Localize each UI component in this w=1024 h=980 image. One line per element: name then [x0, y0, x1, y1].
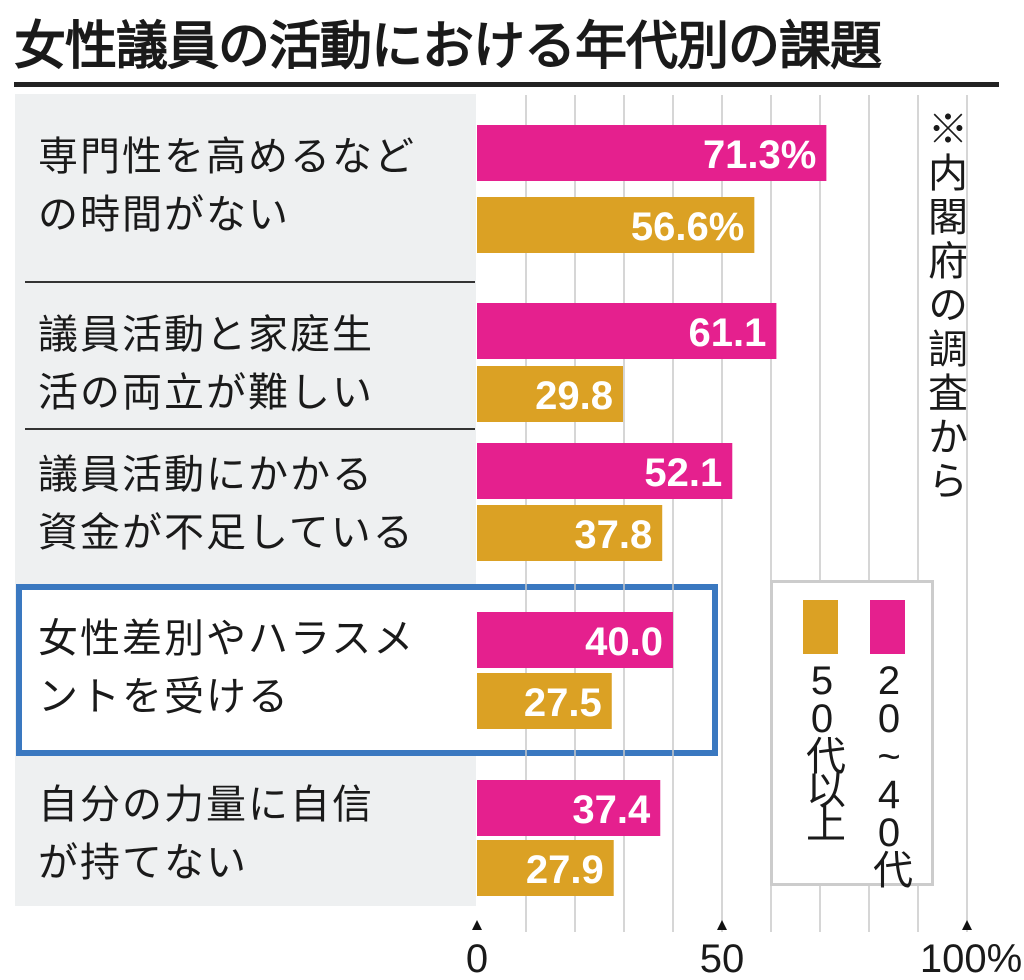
bar: [477, 505, 663, 561]
category-label: 議員活動と家庭生 活の両立が難しい: [38, 312, 374, 416]
bar-value-label: 40.0: [585, 620, 663, 664]
bar: [477, 366, 624, 422]
chart-title: 女性議員の活動における年代別の課題: [14, 17, 882, 77]
axis-tick-label: 50: [700, 937, 745, 980]
category-label: 専門性を高めるなど の時間がない: [38, 134, 416, 238]
bar: [477, 125, 827, 181]
legend: 50代以上 20~40代: [770, 580, 934, 886]
bar: [477, 443, 733, 499]
category-panel: [15, 94, 476, 906]
bar-value-label: 52.1: [644, 451, 722, 495]
bar-value-label: 56.6%: [631, 205, 744, 249]
axis-tick-label: 100%: [920, 937, 1022, 980]
category-separator: [25, 428, 475, 430]
category-label: 自分の力量に自信 が持てない: [38, 782, 374, 886]
bar: [477, 673, 612, 729]
bar: [477, 612, 673, 668]
bar-value-label: 37.4: [572, 788, 651, 832]
category-label: 女性差別やハラスメ ントを受ける: [38, 616, 416, 720]
bar: [477, 197, 755, 253]
bar: [477, 780, 661, 836]
legend-label-20-40: 20~40代: [867, 659, 911, 883]
category-label: 議員活動にかかる 資金が不足している: [38, 452, 415, 556]
axis-tick-marker: [472, 920, 482, 930]
bar: [477, 840, 614, 896]
legend-swatch-50plus: [803, 600, 838, 654]
bar: [477, 303, 777, 359]
title-underline: [14, 82, 999, 87]
category-separator: [25, 281, 475, 283]
legend-swatch-20-40: [870, 600, 905, 654]
bar-value-label: 27.5: [524, 681, 602, 725]
bar-value-label: 61.1: [689, 311, 767, 355]
axis-tick-label: 0: [466, 937, 488, 980]
source-note: ※内閣府の調査から: [921, 108, 967, 504]
bar-value-label: 29.8: [535, 374, 613, 418]
bar-value-label: 37.8: [574, 513, 652, 557]
bar-value-label: 27.9: [526, 848, 604, 892]
legend-label-50plus: 50代以上: [800, 659, 844, 837]
axis-tick-marker: [717, 920, 727, 930]
bar-value-label: 71.3%: [703, 133, 816, 177]
axis-tick-marker: [962, 920, 972, 930]
